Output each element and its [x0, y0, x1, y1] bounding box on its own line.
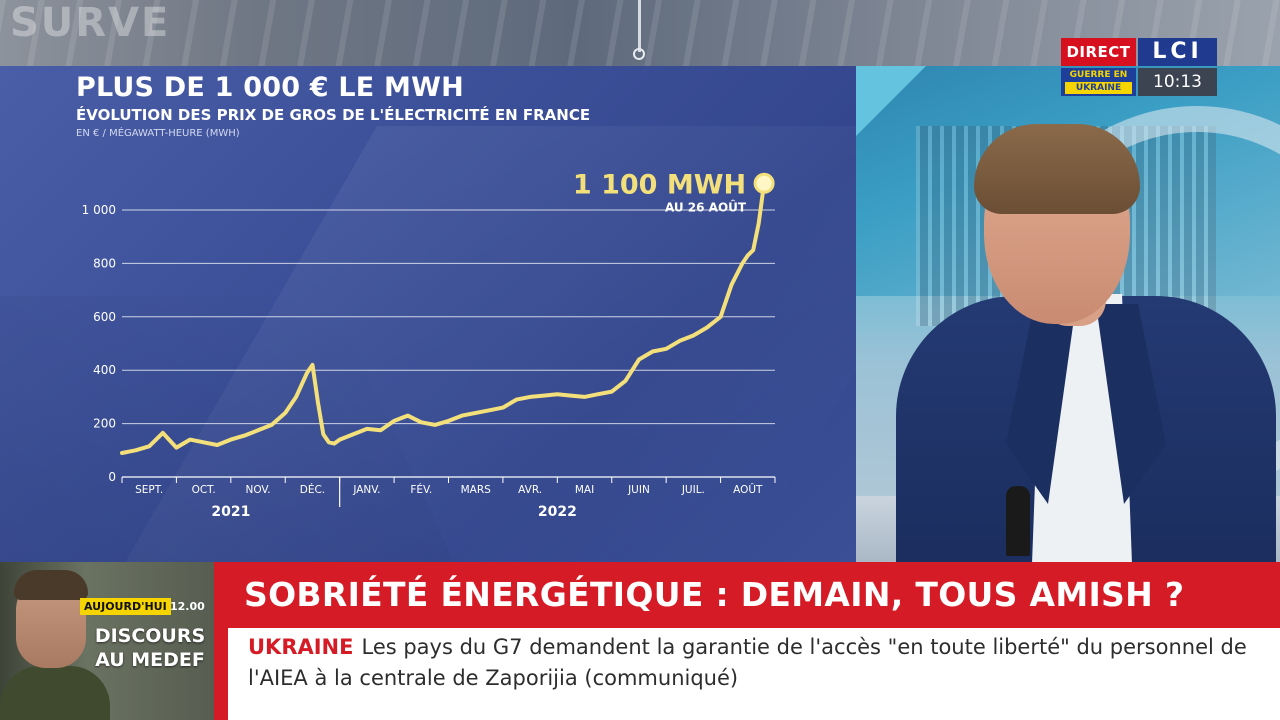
year-label: 2021	[211, 504, 250, 520]
live-badge: DIRECT	[1061, 38, 1136, 66]
y-tick-label: 400	[93, 363, 116, 377]
x-tick-label: AVR.	[518, 484, 542, 496]
x-tick-label: JUIN	[627, 484, 650, 496]
studio-pole	[638, 0, 641, 52]
chart-panel: PLUS DE 1 000 € LE MWH ÉVOLUTION DES PRI…	[0, 66, 856, 562]
studio-decor	[856, 66, 926, 136]
y-tick-label: 600	[93, 310, 116, 324]
ticker-accent	[214, 628, 228, 720]
price-line-chart: 0 200 400 600 800 1 000 SEPT. OCT. NOV. DÉC. JANV.…	[82, 169, 776, 520]
ticker-content: UKRAINE Les pays du G7 demandent la garan…	[248, 632, 1268, 694]
promo-time: 12.00	[170, 600, 205, 613]
presenter	[856, 66, 1280, 562]
ticker-message: Les pays du G7 demandent la garantie de …	[248, 635, 1247, 690]
studio-backdrop-lettering: SURVE	[10, 0, 171, 46]
x-tick-label: DÉC.	[300, 483, 325, 496]
topic-badge-line1: GUERRE EN	[1069, 70, 1128, 80]
topic-badge: GUERRE EN UKRAINE	[1061, 68, 1136, 96]
x-tick-label: SEPT.	[135, 484, 163, 496]
chart-title: PLUS DE 1 000 € LE MWH	[76, 72, 464, 103]
studio-lamp	[633, 48, 645, 60]
data-sublabel: AU 26 AOÛT	[665, 199, 747, 214]
year-label: 2022	[538, 504, 577, 520]
broadcast-clock: 10:13	[1138, 68, 1217, 96]
headline-text: SOBRIÉTÉ ÉNERGÉTIQUE : DEMAIN, TOUS AMIS…	[244, 575, 1185, 614]
x-tick-label: JANV.	[352, 484, 380, 496]
inset-person-body	[0, 666, 110, 720]
news-ticker: UKRAINE Les pays du G7 demandent la garan…	[214, 628, 1280, 720]
channel-corner: DIRECT LCI GUERRE EN UKRAINE 10:13	[1061, 38, 1217, 96]
x-tick-label: OCT.	[192, 484, 216, 496]
series-line	[120, 181, 767, 455]
promo-title-line2: AU MEDEF	[95, 649, 205, 671]
data-point-marker	[753, 172, 775, 194]
presenter-hair	[974, 124, 1140, 214]
studio-background: SURVE	[0, 0, 1280, 66]
microphone-icon	[1006, 486, 1030, 556]
inset-person-hair	[14, 570, 88, 600]
topic-badge-line2: UKRAINE	[1065, 82, 1132, 94]
headline-bar: SOBRIÉTÉ ÉNERGÉTIQUE : DEMAIN, TOUS AMIS…	[214, 562, 1280, 628]
promo-title: DISCOURS AU MEDEF	[90, 624, 210, 672]
x-tick-label: MAI	[575, 484, 594, 496]
x-tick-label: NOV.	[245, 484, 270, 496]
channel-logo: LCI	[1138, 38, 1217, 66]
ticker-topic-label: UKRAINE	[248, 635, 354, 659]
promo-inset: AUJOURD'HUI 12.00 DISCOURS AU MEDEF	[0, 562, 214, 720]
promo-title-line1: DISCOURS	[94, 625, 206, 647]
chart-subtitle: ÉVOLUTION DES PRIX DE GROS DE L'ÉLECTRIC…	[76, 106, 591, 124]
y-tick-label: 800	[93, 256, 116, 270]
studio-camera-view	[856, 66, 1280, 562]
y-tick-label: 1 000	[82, 203, 116, 217]
promo-today-label: AUJOURD'HUI	[80, 598, 171, 615]
chart-unit-label: EN € / MÉGAWATT-HEURE (MWH)	[76, 128, 240, 139]
y-tick-label: 200	[93, 417, 116, 431]
x-tick-label: AOÛT	[733, 483, 763, 496]
data-label: 1 100 MWH	[573, 169, 746, 200]
x-tick-label: MARS	[461, 484, 492, 496]
x-tick-label: FÉV.	[410, 483, 432, 496]
x-tick-label: JUIL.	[681, 484, 705, 496]
y-tick-label: 0	[108, 470, 116, 484]
